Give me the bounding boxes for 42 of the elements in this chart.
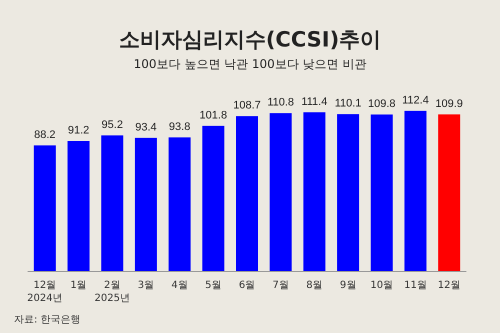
bar xyxy=(337,114,360,271)
data-label: 111.4 xyxy=(301,96,328,108)
x-tick-label: 6월 xyxy=(238,280,256,291)
x-tick-label: 7월 xyxy=(272,280,289,291)
x-tick-label: 4월 xyxy=(171,280,188,291)
bar xyxy=(202,126,224,271)
bar xyxy=(438,114,460,271)
chart-subtitle: 100보다 높으면 낙관 100보다 낮으면 비관 xyxy=(134,57,366,71)
x-tick-label: 1월 xyxy=(70,280,87,291)
bar xyxy=(134,138,157,271)
bar xyxy=(370,114,393,271)
text: 자료: 한국은행 xyxy=(14,314,81,326)
x-tick-label: 5월 xyxy=(205,280,222,291)
bar xyxy=(236,116,258,271)
data-label: 110.1 xyxy=(334,98,362,110)
x-tick-label: 12월 2024년 xyxy=(27,280,63,304)
data-label: 95.2 xyxy=(102,118,123,131)
x-tick-label: 2월 2025년 xyxy=(94,280,130,304)
x-tick-label: 3월 xyxy=(138,280,154,291)
data-label: 108.7 xyxy=(233,100,261,112)
data-label: 112.4 xyxy=(402,94,429,106)
x-tick-label: 9월 xyxy=(340,280,356,291)
bar xyxy=(101,135,124,271)
x-tick-label: 11월 xyxy=(404,280,427,291)
chart-title: 소비자심리지수(CCSI)추이 xyxy=(118,28,382,52)
data-label: 93.4 xyxy=(135,121,157,134)
bar xyxy=(270,113,292,271)
bar xyxy=(34,145,56,271)
bar xyxy=(404,110,426,271)
bar xyxy=(168,137,191,271)
data-label: 109.8 xyxy=(368,98,396,110)
data-label: 93.8 xyxy=(168,120,190,133)
data-label: 109.9 xyxy=(435,98,463,110)
x-tick-label: 8월 xyxy=(306,280,323,291)
data-label: 110.8 xyxy=(267,96,294,109)
bar xyxy=(68,141,90,271)
x-tick-label: 10월 xyxy=(370,280,394,291)
data-label: 91.2 xyxy=(68,124,90,137)
data-label: 101.8 xyxy=(200,109,228,122)
bar xyxy=(303,112,326,271)
data-label: 88.2 xyxy=(34,128,56,141)
x-tick-label: 12월 xyxy=(438,280,461,291)
